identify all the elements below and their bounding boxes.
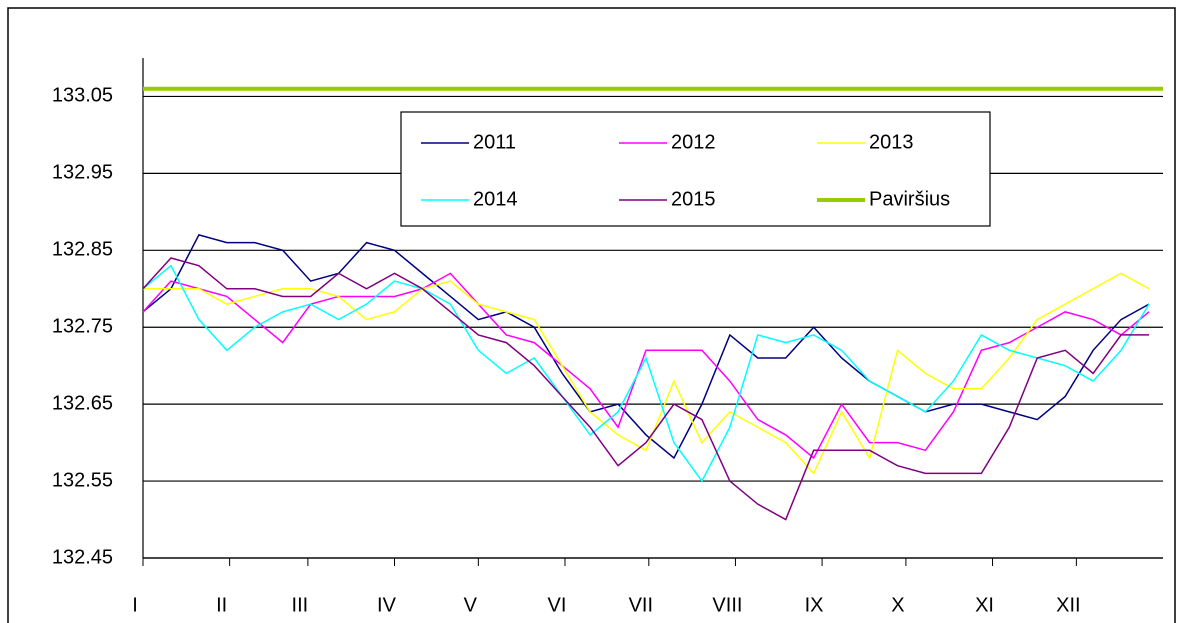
legend-label: 2014: [473, 188, 518, 210]
x-tick-label: V: [464, 594, 478, 616]
series-line: [143, 272, 1150, 475]
legend-label: Paviršius: [869, 188, 950, 210]
x-tick-label: XII: [1056, 594, 1080, 616]
series-line: [142, 234, 1150, 460]
y-tick-label: 132.95: [52, 162, 113, 184]
x-tick-label: X: [891, 594, 904, 616]
legend-label: 2012: [671, 131, 716, 153]
x-tick-label: VI: [548, 594, 567, 616]
series-line: [142, 257, 1150, 521]
y-tick-label: 132.85: [52, 239, 113, 261]
legend: [400, 111, 991, 227]
y-tick-label: 132.55: [52, 469, 113, 491]
x-tick-label: I: [132, 594, 138, 616]
x-tick-label: XI: [975, 594, 994, 616]
legend-label: 2011: [473, 131, 516, 153]
x-tick-label: VII: [629, 594, 653, 616]
y-tick-label: 132.65: [52, 392, 113, 414]
chart-border: [7, 7, 1176, 623]
x-tick-label: III: [292, 594, 309, 616]
y-tick-label: 132.45: [52, 546, 113, 568]
y-tick-label: 133.05: [52, 85, 113, 107]
legend-label: 2015: [671, 188, 716, 210]
x-tick-label: II: [216, 594, 227, 616]
y-tick-label: 132.75: [52, 316, 113, 338]
x-tick-label: IX: [805, 594, 824, 616]
x-tick-label: IV: [377, 594, 397, 616]
series-line: [142, 264, 1150, 483]
x-tick-label: VIII: [712, 594, 742, 616]
legend-label: 2013: [869, 131, 914, 153]
